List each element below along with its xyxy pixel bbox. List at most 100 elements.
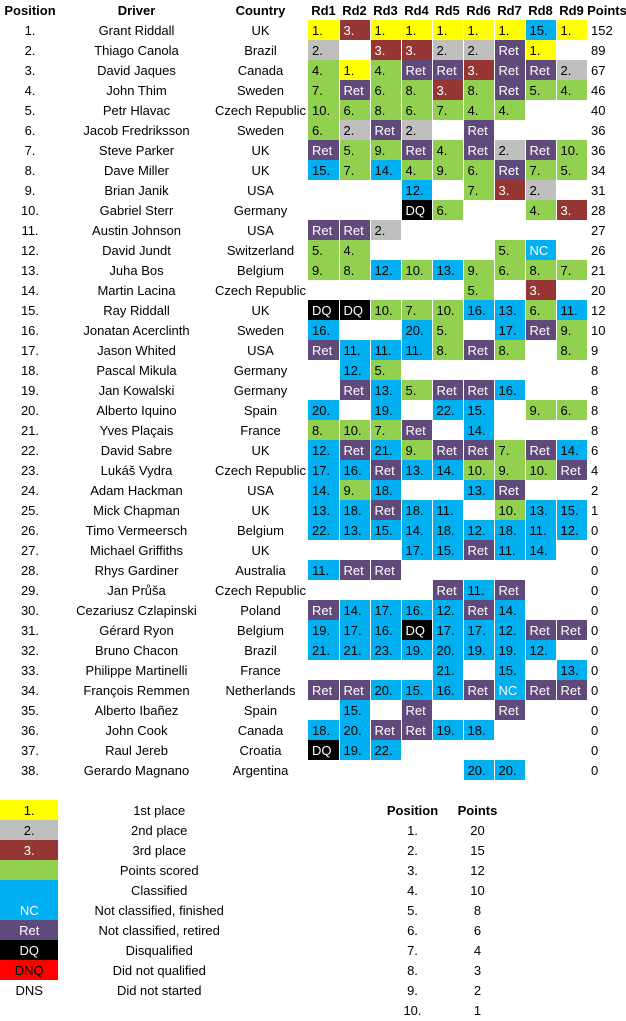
result-cell-rd7: 10. — [493, 500, 525, 520]
row-country: Netherlands — [225, 682, 296, 698]
row-position: 26. — [20, 522, 40, 538]
legend-item: NC Not classified, finished — [0, 900, 260, 920]
result-cell-rd5: 15. — [431, 540, 463, 560]
standings-row: 38. Gerardo Magnano Argentina 20. 20. 0 — [0, 760, 626, 780]
result-cell-rd3: Ret — [369, 460, 401, 480]
points-system-points: 1 — [473, 1002, 482, 1018]
row-driver: Timo Vermeersch — [85, 522, 188, 538]
result-cell-rd6: 18. — [462, 720, 494, 740]
result-cell-rd4: 7. — [400, 300, 432, 320]
result-cell-rd7: 14. — [493, 600, 525, 620]
points-system-row: 4. 10 — [380, 880, 510, 900]
row-points: 152 — [591, 22, 613, 38]
result-cell-rd3: 16. — [369, 620, 401, 640]
points-system-row: 3. 12 — [380, 860, 510, 880]
result-cell-rd7: Ret — [493, 580, 525, 600]
result-cell-rd7: 2. — [493, 140, 525, 160]
result-cell-rd5: 1. — [431, 20, 463, 40]
standings-row: 14. Martin Lacina Czech Republic 5. 3. 20 — [0, 280, 626, 300]
result-cell-rd6: 15. — [462, 400, 494, 420]
row-driver: Ray Riddall — [103, 302, 170, 318]
result-cell-rd8: Ret — [524, 60, 556, 80]
standings-row: 20. Alberto Iquino Spain 20. 19. 22. 15. 9. 6. 8 — [0, 400, 626, 420]
result-cell-rd6: 7. — [462, 180, 494, 200]
result-cell-rd2 — [338, 540, 370, 560]
result-cell-rd1 — [308, 760, 339, 780]
standings-row: 27. Michael Griffiths UK 17. 15. Ret 11. 14. 0 — [0, 540, 626, 560]
legend-description: Disqualified — [125, 942, 193, 958]
result-cell-rd1 — [308, 580, 339, 600]
points-system-position: 1. — [407, 822, 418, 838]
result-cell-rd6: 20. — [462, 760, 494, 780]
row-position: 27. — [20, 542, 40, 558]
result-cell-rd6 — [462, 240, 494, 260]
result-cell-rd4: 16. — [400, 600, 432, 620]
row-country: France — [240, 662, 281, 678]
result-cell-rd1: Ret — [308, 680, 339, 700]
points-system-position: 3. — [407, 862, 418, 878]
result-cell-rd8 — [524, 660, 556, 680]
result-cell-rd2: 2. — [338, 120, 370, 140]
row-driver: Gerardo Magnano — [83, 762, 190, 778]
points-system-points: 3 — [473, 962, 482, 978]
row-driver: Adam Hackman — [90, 482, 183, 498]
standings-row: 33. Philippe Martinelli France 21. 15. 13. 0 — [0, 660, 626, 680]
points-system-position: 7. — [407, 942, 418, 958]
points-system-points: 2 — [473, 982, 482, 998]
result-cell-rd8 — [524, 700, 556, 720]
row-driver: Juha Bos — [109, 262, 164, 278]
standings-row: 37. Raul Jereb Croatia DQ 19. 22. 0 — [0, 740, 626, 760]
result-cell-rd1: 16. — [308, 320, 339, 340]
result-cell-rd3: 8. — [369, 100, 401, 120]
result-cell-rd5: 7. — [431, 100, 463, 120]
result-cell-rd3: 6. — [369, 80, 401, 100]
result-cell-rd3: 14. — [369, 160, 401, 180]
result-cell-rd9: 7. — [555, 260, 587, 280]
header-position: Position — [4, 2, 56, 18]
row-driver: Michael Griffiths — [90, 542, 183, 558]
result-cell-rd6: 8. — [462, 80, 494, 100]
result-cell-rd3 — [369, 320, 401, 340]
row-position: 32. — [20, 642, 40, 658]
points-system-position: 4. — [407, 882, 418, 898]
row-points: 8 — [591, 422, 599, 438]
row-position: 28. — [20, 562, 40, 578]
result-cell-rd3: 20. — [369, 680, 401, 700]
result-cell-rd6: Ret — [462, 440, 494, 460]
standings-row: 16. Jonatan Acerclinth Sweden 16. 20. 5. 17. Re… — [0, 320, 626, 340]
row-driver: Lukáš Vydra — [100, 462, 173, 478]
result-cell-rd2: 4. — [338, 240, 370, 260]
legend-item: Classified — [0, 880, 260, 900]
row-points: 0 — [591, 702, 599, 718]
row-driver: Jan Průša — [107, 582, 166, 598]
result-cell-rd4 — [400, 580, 432, 600]
result-cell-rd7 — [493, 720, 525, 740]
result-cell-rd4: 15. — [400, 680, 432, 700]
standings-row: 30. Cezariusz Czlapinski Poland Ret 14. 17. 16… — [0, 600, 626, 620]
result-cell-rd1 — [308, 660, 339, 680]
result-cell-rd8: 15. — [524, 20, 556, 40]
result-cell-rd4: DQ — [400, 620, 432, 640]
result-cell-rd8 — [524, 100, 556, 120]
row-country: Germany — [233, 362, 288, 378]
result-cell-rd9 — [555, 700, 587, 720]
row-driver: Alberto Iquino — [96, 402, 177, 418]
result-cell-rd8: 12. — [524, 640, 556, 660]
result-cell-rd9: Ret — [555, 460, 587, 480]
result-cell-rd4: 1. — [400, 20, 432, 40]
row-driver: Jonatan Acerclinth — [83, 322, 190, 338]
result-cell-rd7: 11. — [493, 540, 525, 560]
result-cell-rd4: 9. — [400, 440, 432, 460]
points-system-points: 12 — [470, 862, 485, 878]
row-points: 0 — [591, 542, 599, 558]
row-position: 29. — [20, 582, 40, 598]
result-cell-rd3: 7. — [369, 420, 401, 440]
row-driver: Brian Janik — [104, 182, 169, 198]
result-cell-rd7: Ret — [493, 60, 525, 80]
result-cell-rd9: 8. — [555, 340, 587, 360]
result-cell-rd9 — [555, 640, 587, 660]
row-position: 37. — [20, 742, 40, 758]
row-points: 12 — [591, 302, 606, 318]
result-cell-rd7 — [493, 120, 525, 140]
result-cell-rd4: 18. — [400, 500, 432, 520]
